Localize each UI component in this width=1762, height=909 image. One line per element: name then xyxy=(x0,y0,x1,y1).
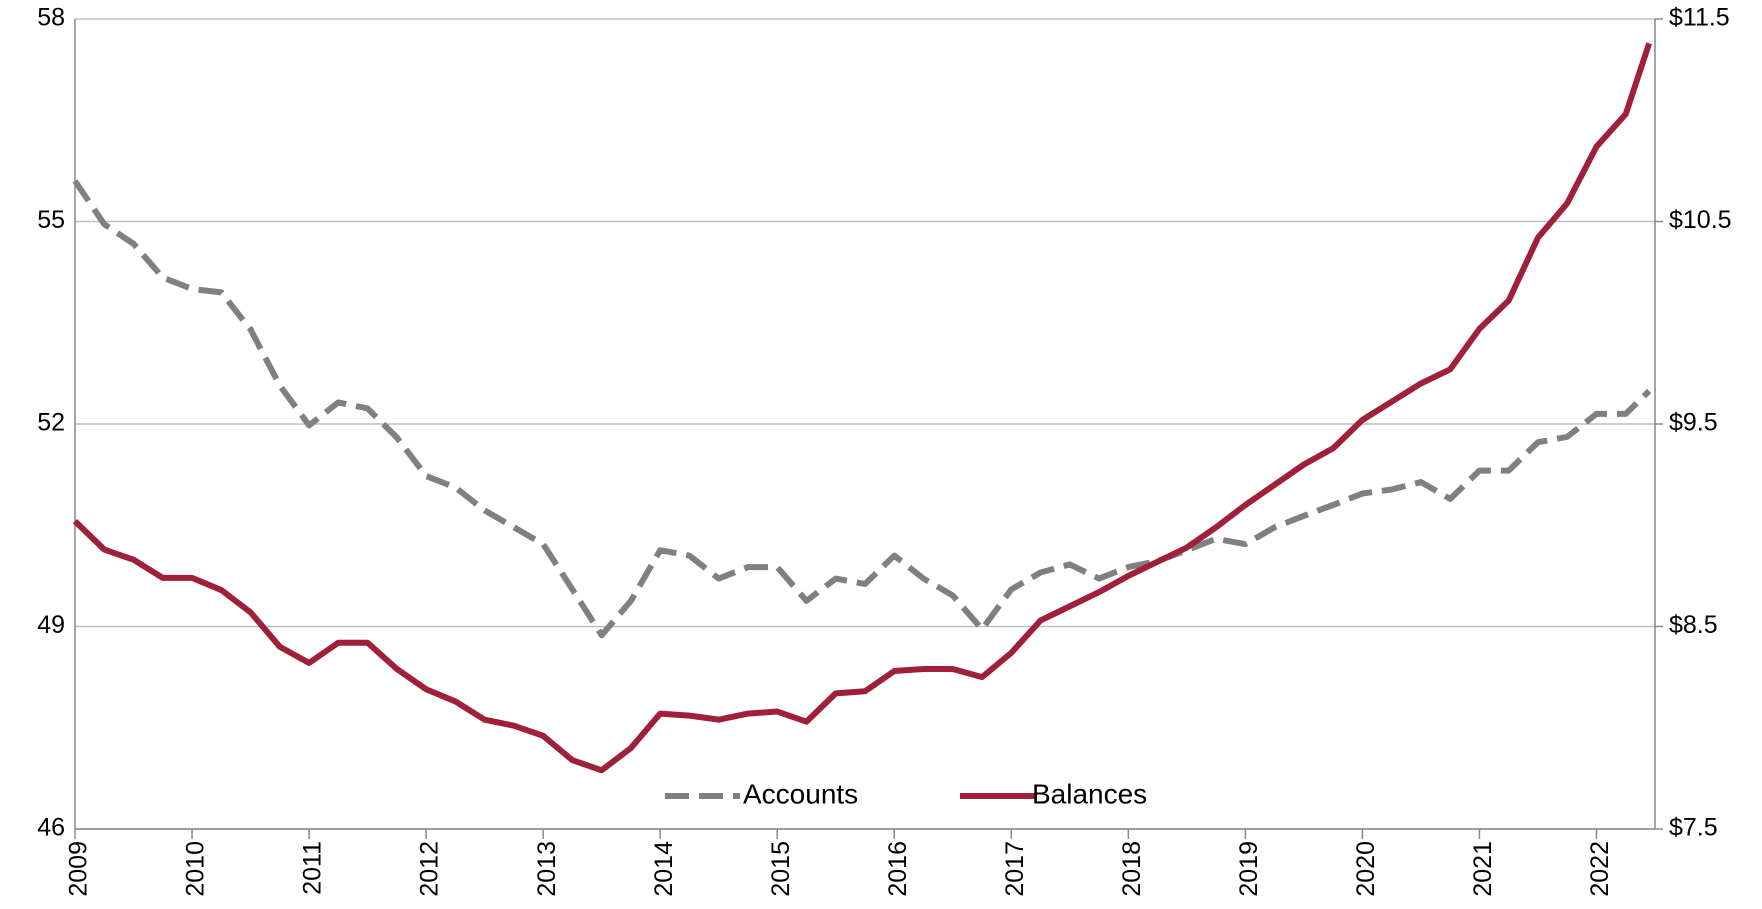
x-tick-label: 2017 xyxy=(1001,841,1029,897)
x-tick-label: 2013 xyxy=(533,841,561,897)
x-tick-label: 2015 xyxy=(767,841,795,897)
y2-tick-label: $11.5 xyxy=(1669,4,1730,32)
x-tick-label: 2014 xyxy=(650,841,678,897)
y2-tick-label: $8.5 xyxy=(1669,611,1718,639)
y-tick-label: 49 xyxy=(37,611,65,639)
y-tick-label: 46 xyxy=(37,814,65,842)
x-tick-label: 2020 xyxy=(1352,841,1380,897)
legend-label: Accounts xyxy=(743,778,858,809)
x-tick-label: 2012 xyxy=(416,841,444,897)
y-tick-label: 55 xyxy=(37,206,65,234)
y2-tick-label: $10.5 xyxy=(1669,206,1732,234)
x-tick-label: 2022 xyxy=(1586,841,1614,897)
x-tick-label: 2011 xyxy=(299,841,327,895)
x-tick-label: 2019 xyxy=(1235,841,1263,897)
x-tick-label: 2016 xyxy=(884,841,912,897)
y2-tick-label: $9.5 xyxy=(1669,409,1718,437)
line-series xyxy=(72,179,1652,639)
x-tick-label: 2021 xyxy=(1469,841,1497,897)
x-tick-label: 2010 xyxy=(182,841,210,897)
line-series xyxy=(72,42,1652,774)
legend-label: Balances xyxy=(1032,778,1147,809)
y-tick-label: 58 xyxy=(37,4,65,32)
x-tick-label: 2018 xyxy=(1118,841,1146,897)
x-tick-label: 2009 xyxy=(65,841,93,897)
y2-tick-label: $7.5 xyxy=(1669,814,1718,842)
y-tick-label: 52 xyxy=(37,409,65,437)
